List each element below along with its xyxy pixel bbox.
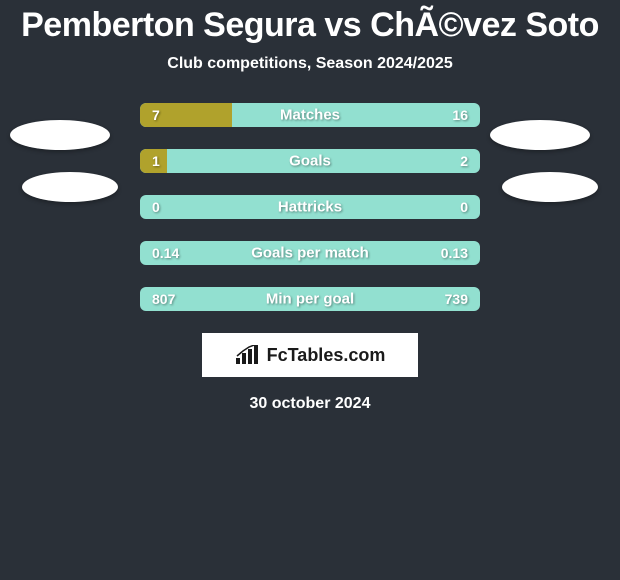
page-title: Pemberton Segura vs ChÃ©vez Soto — [0, 0, 620, 45]
date-label: 30 october 2024 — [0, 395, 620, 413]
stat-value-left: 807 — [152, 291, 175, 307]
stat-row: 1 Goals 2 — [140, 149, 480, 173]
stat-value-right: 0.13 — [441, 245, 468, 261]
chart-bars-icon — [235, 345, 261, 365]
stat-label: Goals — [289, 153, 331, 170]
branding-banner[interactable]: FcTables.com — [202, 333, 418, 377]
stat-value-right: 16 — [452, 107, 468, 123]
stat-value-left: 7 — [152, 107, 160, 123]
stat-value-right: 2 — [460, 153, 468, 169]
stat-value-right: 739 — [445, 291, 468, 307]
stat-value-left: 0.14 — [152, 245, 179, 261]
stat-value-right: 0 — [460, 199, 468, 215]
player-photo-placeholder — [502, 172, 598, 202]
stat-label: Min per goal — [266, 291, 354, 308]
stat-row: 807 Min per goal 739 — [140, 287, 480, 311]
stat-label: Hattricks — [278, 199, 342, 216]
player-photo-placeholder — [22, 172, 118, 202]
player-photo-placeholder — [10, 120, 110, 150]
stat-label: Matches — [280, 107, 340, 124]
player-photo-placeholder — [490, 120, 590, 150]
stat-row: 0 Hattricks 0 — [140, 195, 480, 219]
stat-value-left: 1 — [152, 153, 160, 169]
subtitle: Club competitions, Season 2024/2025 — [0, 55, 620, 73]
branding-text: FcTables.com — [267, 345, 386, 366]
stat-row: 0.14 Goals per match 0.13 — [140, 241, 480, 265]
stat-row: 7 Matches 16 — [140, 103, 480, 127]
stat-value-left: 0 — [152, 199, 160, 215]
stat-label: Goals per match — [251, 245, 369, 262]
